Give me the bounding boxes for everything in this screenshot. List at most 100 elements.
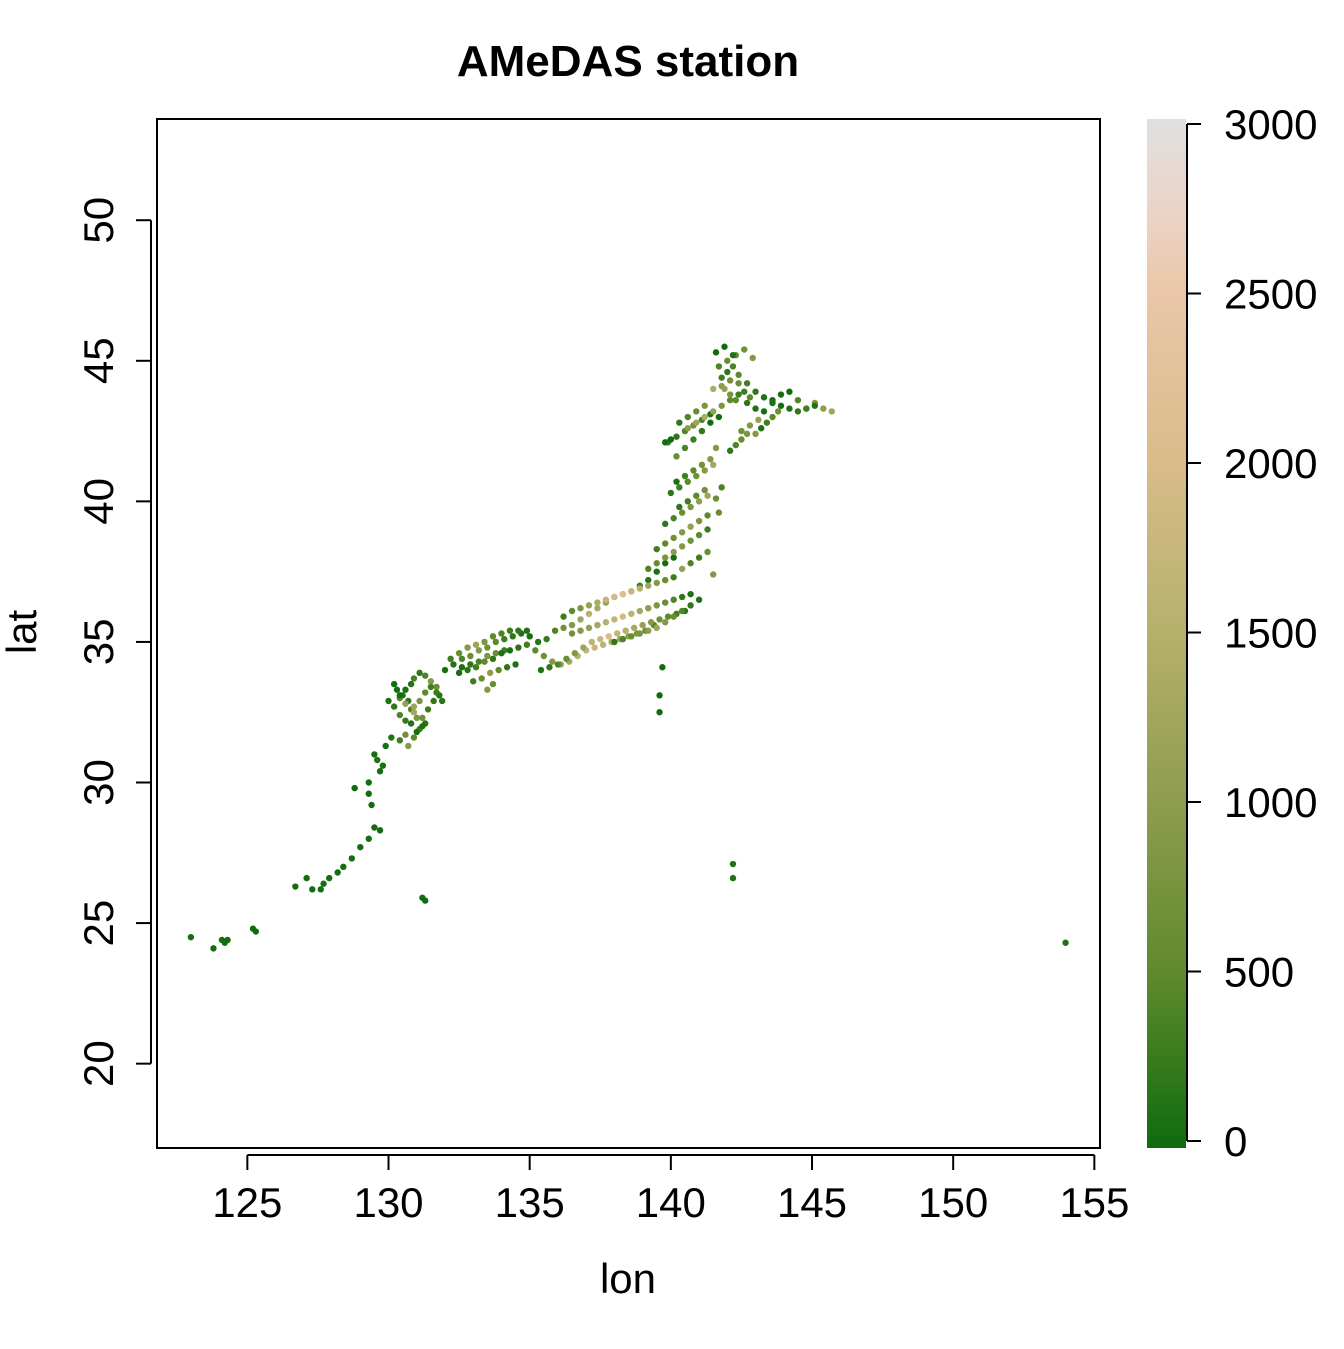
station-point — [390, 680, 398, 688]
station-point — [303, 874, 310, 882]
station-point — [433, 683, 440, 691]
x-tick-label: 125 — [212, 1179, 282, 1226]
station-point — [701, 413, 708, 421]
station-point — [628, 610, 635, 618]
station-point — [622, 627, 629, 634]
station-point — [568, 607, 576, 615]
station-point — [726, 391, 734, 398]
station-point — [492, 638, 500, 646]
station-point — [738, 427, 745, 435]
station-point — [645, 576, 652, 584]
station-point — [670, 515, 677, 522]
station-point — [374, 756, 381, 764]
station-point — [515, 644, 522, 651]
station-point — [715, 413, 723, 421]
y-tick-label: 50 — [75, 197, 122, 244]
station-point — [676, 484, 683, 491]
station-point — [410, 675, 418, 682]
station-point — [433, 689, 440, 696]
station-point — [628, 633, 635, 640]
station-point — [554, 661, 562, 668]
station-point — [656, 709, 663, 716]
y-tick-label: 30 — [75, 759, 122, 806]
station-point — [741, 346, 748, 353]
station-point — [662, 520, 669, 528]
station-point — [577, 616, 584, 623]
station-point — [320, 880, 327, 887]
station-point — [712, 444, 720, 452]
station-point — [763, 419, 771, 426]
station-point — [701, 467, 708, 474]
station-point — [693, 419, 700, 426]
station-point — [729, 874, 737, 882]
station-point — [752, 430, 759, 438]
station-point — [695, 554, 703, 561]
station-point — [636, 607, 643, 615]
station-point — [464, 644, 471, 651]
station-point — [710, 461, 717, 469]
y-tick-label: 35 — [75, 619, 122, 666]
station-point — [478, 675, 485, 682]
station-point — [729, 351, 737, 359]
station-point — [743, 430, 751, 438]
station-point — [427, 678, 435, 685]
station-point — [794, 396, 802, 404]
station-point — [673, 453, 680, 460]
station-point — [348, 855, 356, 862]
station-point — [721, 343, 728, 350]
station-point — [684, 498, 691, 505]
station-point — [749, 354, 756, 362]
station-point — [410, 734, 418, 741]
station-point — [741, 388, 748, 395]
station-point — [379, 762, 387, 769]
station-point — [760, 394, 768, 401]
y-tick-label: 40 — [75, 478, 122, 525]
station-point — [678, 565, 686, 573]
station-point — [534, 638, 542, 646]
station-point — [526, 633, 533, 640]
station-point — [365, 835, 372, 842]
station-point — [662, 619, 669, 626]
station-point — [475, 647, 483, 654]
station-point — [371, 751, 378, 758]
station-point — [210, 945, 217, 952]
station-point — [811, 402, 819, 409]
station-point — [568, 621, 576, 629]
x-tick-label: 135 — [495, 1179, 565, 1226]
station-point — [712, 495, 720, 502]
station-point — [732, 396, 739, 404]
station-point — [670, 596, 677, 603]
station-point — [693, 492, 700, 499]
station-point — [735, 391, 742, 398]
station-point — [441, 666, 449, 674]
station-point — [690, 436, 697, 443]
station-point — [698, 461, 706, 469]
station-point — [580, 644, 587, 651]
station-point — [481, 638, 488, 646]
x-axis-label: lon — [600, 1255, 656, 1302]
station-point — [407, 680, 415, 688]
station-point — [718, 484, 725, 491]
station-point — [774, 408, 782, 415]
station-point — [684, 478, 691, 485]
station-point — [396, 737, 404, 744]
station-point — [438, 697, 446, 705]
station-point — [636, 585, 643, 592]
station-point — [760, 408, 768, 415]
station-point — [588, 638, 595, 646]
station-point — [560, 624, 567, 632]
station-point — [365, 779, 372, 786]
station-point — [326, 874, 333, 882]
station-point — [506, 647, 514, 654]
station-point — [563, 655, 570, 663]
station-point — [597, 635, 604, 643]
station-point — [704, 548, 711, 556]
plot-frame — [156, 118, 1101, 1149]
station-point — [695, 498, 703, 505]
station-point — [687, 523, 694, 530]
station-point — [568, 630, 576, 637]
station-point — [653, 624, 660, 632]
station-point — [252, 928, 260, 935]
colorbar-tick-label: 1500 — [1224, 610, 1317, 657]
